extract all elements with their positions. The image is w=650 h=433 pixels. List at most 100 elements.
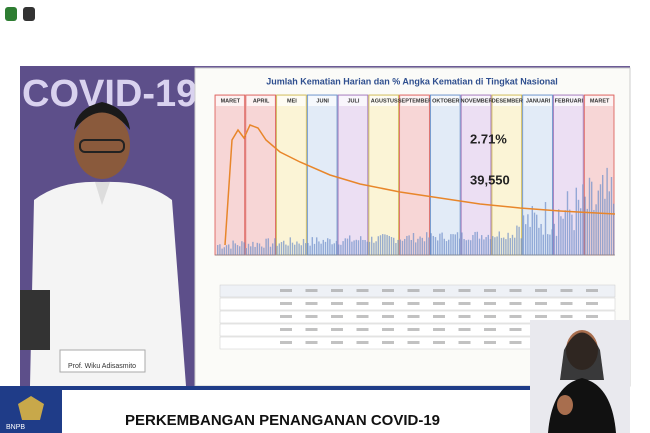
decor-bar	[511, 234, 514, 255]
decor-bar	[577, 199, 580, 255]
decor-bar	[505, 239, 507, 255]
decor-bar	[388, 236, 390, 255]
name-plate	[59, 349, 146, 373]
decor-bar	[324, 241, 327, 255]
total: 39,550	[470, 172, 510, 187]
table-cell	[509, 289, 522, 292]
banner-text: PERKEMBANGAN PENANGANAN COVID-19	[125, 412, 440, 429]
decor-bar	[217, 245, 219, 255]
decor-bar	[371, 236, 373, 255]
month-tag	[369, 96, 398, 106]
table-cell	[458, 315, 471, 318]
table-cell	[560, 302, 573, 305]
decor-bar	[280, 242, 283, 255]
month-band	[399, 94, 430, 256]
table-cell	[356, 289, 369, 292]
table-cell	[382, 328, 394, 331]
decor-bar	[516, 225, 518, 255]
month-tag	[585, 96, 613, 106]
table	[219, 284, 616, 350]
table-cell	[331, 328, 343, 331]
table-cell	[484, 315, 496, 318]
decor-bar	[219, 244, 221, 255]
month-tag	[523, 96, 552, 106]
table-cell	[356, 302, 369, 305]
decor-bar	[307, 243, 309, 255]
table-cell	[509, 315, 522, 318]
decor-bar	[509, 238, 511, 255]
decor-bar	[225, 245, 228, 255]
month-tag	[246, 96, 275, 106]
decor-bar	[404, 238, 406, 255]
month-label: MARET	[221, 98, 241, 104]
month-tag	[400, 96, 429, 106]
decor-bar	[599, 184, 602, 255]
decor-bar	[223, 247, 225, 255]
month-label: SEPTEMBER	[398, 98, 432, 104]
decor-bar	[276, 245, 278, 255]
decor-bar	[507, 232, 509, 255]
decor-bar	[300, 245, 302, 255]
decor-bar	[289, 237, 291, 255]
decor-bar	[536, 214, 538, 255]
decor-bar	[470, 240, 472, 255]
rate: 2.71%	[470, 131, 507, 146]
decor-bar	[558, 209, 560, 255]
decor-bar	[267, 238, 269, 255]
decor-bar	[278, 243, 280, 255]
decor-bar	[239, 246, 241, 255]
decor-bar	[478, 238, 481, 255]
table-cell	[509, 341, 522, 344]
decor-bar	[252, 241, 254, 255]
decor-bar	[309, 245, 311, 255]
decor-bar	[283, 240, 285, 255]
table-cell	[407, 341, 420, 344]
decor-bar	[419, 236, 421, 255]
decor-bar	[269, 246, 272, 255]
decor-bar	[456, 232, 459, 255]
month-tag	[277, 96, 306, 106]
decor-bar	[586, 208, 588, 255]
month-band	[337, 94, 369, 256]
decor-bar	[366, 241, 368, 255]
decor-bar	[313, 243, 316, 255]
table-cell	[407, 328, 420, 331]
decor-bar	[344, 238, 346, 255]
decor-bar	[329, 239, 331, 255]
decor-bar	[604, 198, 606, 255]
decor-bar	[221, 248, 223, 255]
decor-bar	[569, 209, 571, 255]
month-label: MEI	[287, 98, 297, 104]
decor-bar	[448, 239, 450, 255]
month-tag	[492, 96, 521, 106]
decor-bar	[454, 234, 456, 255]
table-cell	[407, 315, 420, 318]
decor-bar	[423, 241, 426, 255]
decor-bar	[415, 242, 417, 255]
decor-bar	[432, 235, 434, 255]
month-label: APRIL	[253, 98, 270, 104]
decor-bar	[613, 203, 615, 255]
table-cell	[331, 302, 343, 305]
table-cell	[433, 328, 445, 331]
decor-bar	[428, 237, 430, 255]
table-cell	[305, 315, 318, 318]
decor-bar	[351, 241, 353, 255]
decor-bar	[531, 206, 533, 255]
table-cell	[331, 289, 343, 292]
decor-bar	[494, 237, 496, 255]
chart-area: MARET APRIL MEI JUNI JULI AGUSTUS SEPTEMBER OKT…	[214, 94, 615, 256]
decor-bar	[610, 177, 613, 255]
decor-bar	[373, 242, 375, 255]
decor-bar	[333, 243, 335, 255]
decor-bar	[232, 240, 234, 255]
decor-bar	[555, 235, 558, 255]
icon-shield	[5, 7, 17, 21]
decor-bar	[362, 239, 364, 255]
table-cell	[509, 328, 522, 331]
table-cell	[535, 302, 547, 305]
month-tag	[339, 96, 367, 106]
decor-bar	[261, 246, 263, 255]
decor-bar	[357, 240, 360, 255]
month-band	[276, 94, 307, 256]
